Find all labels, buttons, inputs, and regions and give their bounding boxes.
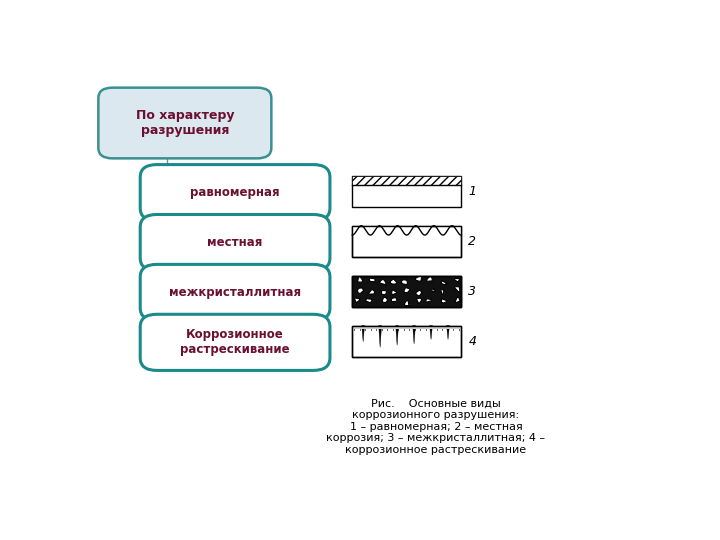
FancyBboxPatch shape [140, 265, 330, 321]
Polygon shape [454, 279, 459, 282]
Polygon shape [390, 279, 397, 284]
Polygon shape [382, 291, 387, 295]
Polygon shape [441, 299, 447, 303]
Polygon shape [404, 300, 409, 306]
Polygon shape [415, 276, 422, 281]
Polygon shape [366, 299, 373, 303]
Polygon shape [441, 289, 444, 295]
Bar [352, 226, 461, 257]
Bar [352, 275, 461, 307]
FancyBboxPatch shape [140, 165, 330, 221]
Text: 2: 2 [468, 235, 477, 248]
Polygon shape [392, 290, 397, 295]
Polygon shape [382, 297, 387, 302]
Polygon shape [455, 296, 460, 302]
Polygon shape [431, 289, 436, 292]
Polygon shape [357, 288, 364, 293]
Text: Рис.    Основные виды
коррозионного разрушения:
1 – равномерная; 2 – местная
кор: Рис. Основные виды коррозионного разруше… [326, 399, 546, 455]
Polygon shape [441, 281, 447, 285]
Polygon shape [454, 287, 460, 292]
Polygon shape [392, 298, 397, 301]
Polygon shape [426, 299, 433, 302]
Bar [352, 326, 461, 329]
Polygon shape [361, 326, 364, 342]
Polygon shape [413, 326, 415, 344]
Bar [352, 275, 461, 307]
Polygon shape [352, 226, 461, 235]
Bar [352, 176, 461, 207]
Bar [352, 226, 461, 257]
Text: 1: 1 [468, 185, 477, 198]
Polygon shape [396, 326, 398, 345]
FancyBboxPatch shape [140, 214, 330, 271]
Polygon shape [379, 326, 382, 347]
Text: 4: 4 [468, 335, 477, 348]
Text: равномерная: равномерная [190, 186, 280, 199]
Bar [352, 176, 461, 185]
Polygon shape [369, 278, 375, 282]
Polygon shape [446, 326, 449, 340]
Text: межкристаллитная: межкристаллитная [169, 286, 301, 299]
Polygon shape [354, 298, 360, 303]
Text: 3: 3 [468, 285, 477, 298]
Text: По характеру
разрушения: По характеру разрушения [135, 109, 234, 137]
Bar [352, 326, 461, 357]
Bar [352, 275, 461, 307]
Text: Коррозионное
растрескивание: Коррозионное растрескивание [180, 328, 290, 356]
Bar [352, 326, 461, 357]
Polygon shape [415, 291, 422, 296]
Polygon shape [426, 276, 433, 281]
Polygon shape [430, 326, 433, 340]
FancyBboxPatch shape [99, 87, 271, 158]
FancyBboxPatch shape [140, 314, 330, 370]
Polygon shape [404, 287, 410, 293]
Polygon shape [402, 280, 408, 285]
Polygon shape [379, 280, 386, 285]
Polygon shape [416, 298, 422, 303]
Text: местная: местная [207, 236, 263, 249]
Polygon shape [368, 289, 374, 294]
Polygon shape [357, 276, 363, 282]
